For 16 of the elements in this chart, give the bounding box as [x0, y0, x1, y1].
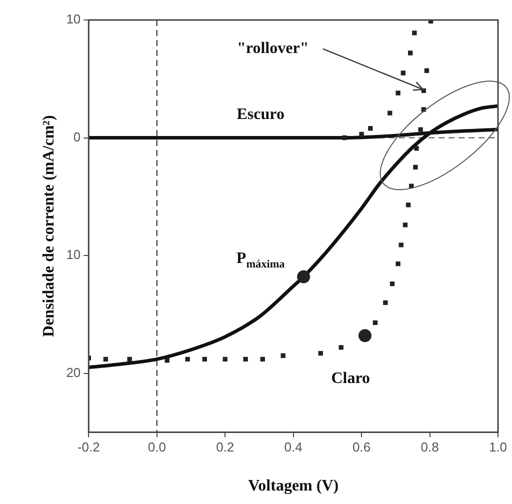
y-tick-label: 10 — [66, 12, 81, 27]
y-tick-label: 10 — [66, 247, 81, 262]
x-tick-label: 1.0 — [488, 440, 508, 455]
x-tick-label: -0.2 — [77, 440, 100, 455]
y-tick-label: 0 — [73, 129, 81, 144]
x-tick-label: 0.8 — [420, 440, 439, 455]
x-tick-label: 0.6 — [352, 440, 371, 455]
annotation: Escuro — [236, 106, 284, 123]
y-tick-label: 20 — [66, 364, 81, 380]
x-tick-label: 0.2 — [216, 440, 234, 455]
y-axis-title: Densidade de corrente (mA/cm²) — [40, 115, 58, 337]
annotation: "rollover" — [237, 40, 309, 57]
x-tick-label: 0.0 — [148, 440, 166, 455]
annotation: Claro — [331, 370, 370, 387]
x-tick-label: 0.4 — [284, 440, 302, 455]
x-axis-title: Voltagem (V) — [248, 478, 339, 495]
